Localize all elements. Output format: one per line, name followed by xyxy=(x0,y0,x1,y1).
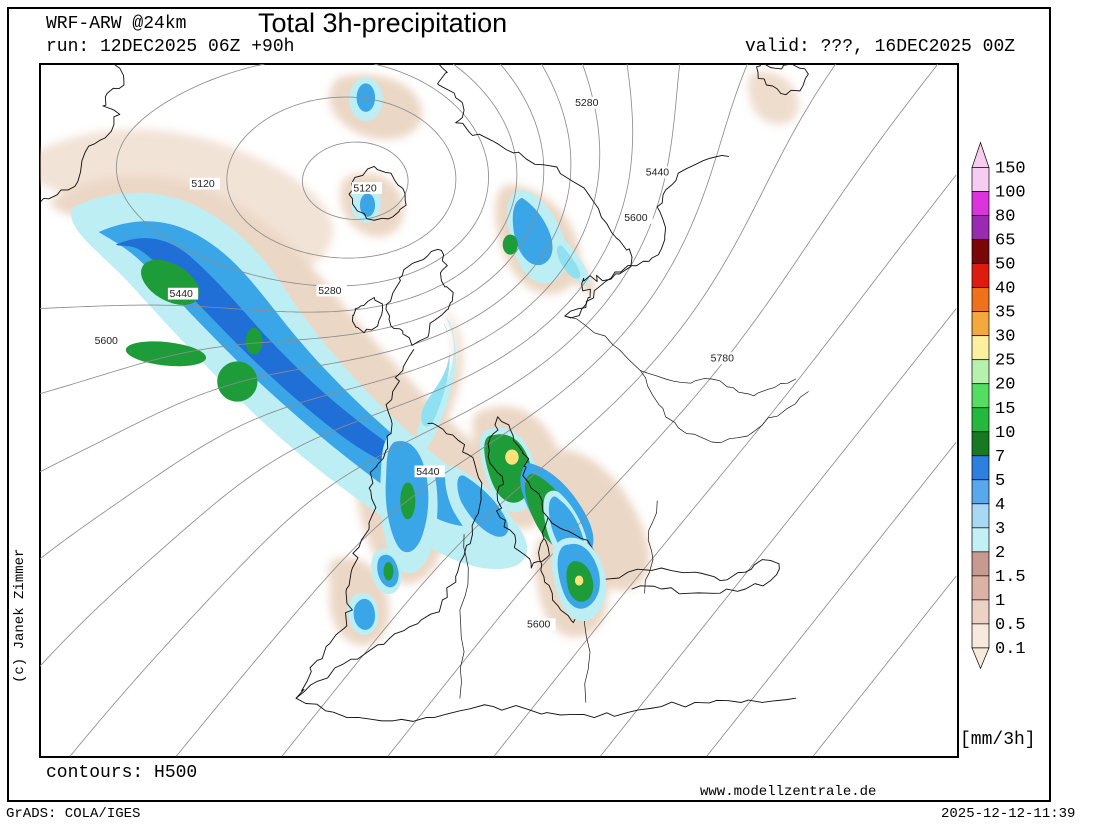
svg-text:5600: 5600 xyxy=(624,213,647,224)
svg-text:30: 30 xyxy=(995,328,1015,347)
svg-text:5280: 5280 xyxy=(318,286,341,297)
svg-text:40: 40 xyxy=(995,280,1015,299)
svg-text:100: 100 xyxy=(995,184,1026,203)
svg-text:15: 15 xyxy=(995,400,1015,419)
svg-text:5440: 5440 xyxy=(170,289,193,300)
svg-text:20: 20 xyxy=(995,376,1015,395)
svg-text:5280: 5280 xyxy=(575,98,598,109)
svg-text:65: 65 xyxy=(995,232,1015,251)
svg-text:35: 35 xyxy=(995,304,1015,323)
svg-text:25: 25 xyxy=(995,352,1015,371)
svg-text:3: 3 xyxy=(995,520,1005,539)
svg-text:5: 5 xyxy=(995,472,1005,491)
svg-text:80: 80 xyxy=(995,208,1015,227)
svg-text:0.1: 0.1 xyxy=(995,640,1026,659)
svg-text:0.5: 0.5 xyxy=(995,616,1026,635)
svg-text:5120: 5120 xyxy=(353,183,376,194)
svg-text:5440: 5440 xyxy=(646,168,669,179)
svg-text:4: 4 xyxy=(995,496,1005,515)
svg-text:10: 10 xyxy=(995,424,1015,443)
svg-text:5600: 5600 xyxy=(527,620,550,631)
svg-text:5120: 5120 xyxy=(191,179,214,190)
svg-text:5600: 5600 xyxy=(95,336,118,347)
svg-text:1.5: 1.5 xyxy=(995,568,1026,587)
svg-text:150: 150 xyxy=(995,160,1026,179)
svg-text:1: 1 xyxy=(995,592,1005,611)
svg-text:5440: 5440 xyxy=(416,467,439,478)
svg-text:5780: 5780 xyxy=(711,354,734,365)
svg-text:2: 2 xyxy=(995,544,1005,563)
svg-text:50: 50 xyxy=(995,256,1015,275)
svg-text:7: 7 xyxy=(995,448,1005,467)
